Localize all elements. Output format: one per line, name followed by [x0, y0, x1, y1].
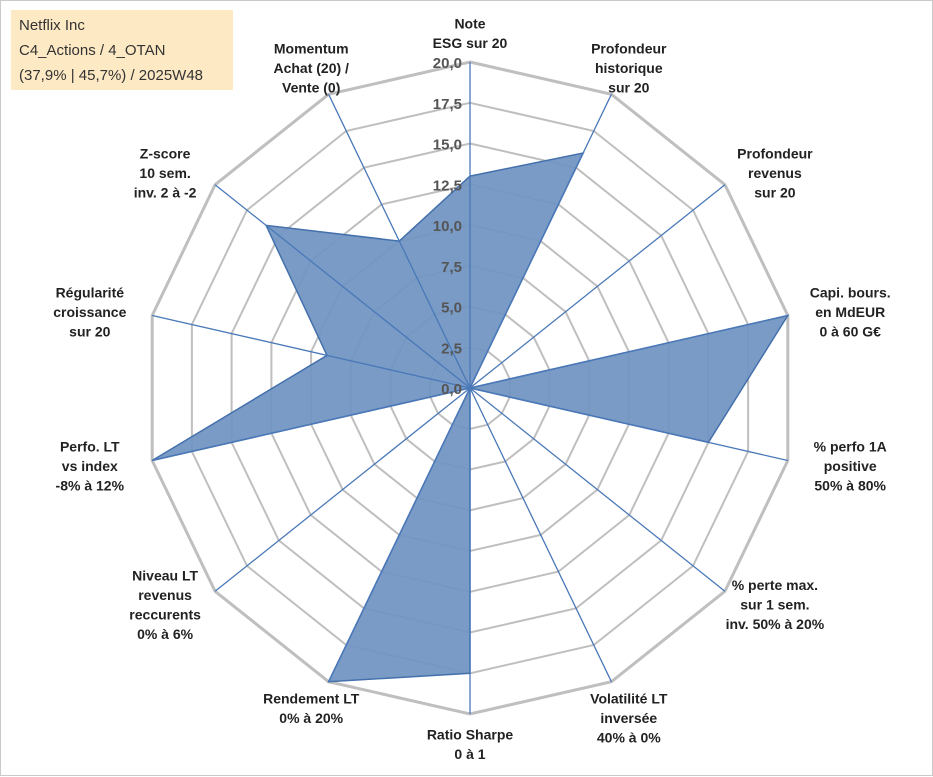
axis-label-line: Régularité: [56, 284, 125, 300]
axis-label-line: 50% à 80%: [814, 477, 886, 493]
axis-label-line: Capi. bours.: [810, 284, 891, 300]
axis-label-line: sur 20: [608, 79, 649, 95]
axis-label-line: 0 à 60 G€: [819, 323, 881, 339]
axis-label-line: reccurents: [129, 606, 201, 622]
tick-label: 20,0: [433, 55, 462, 72]
axis-label: Ratio Sharpe 0 à 1: [427, 727, 514, 763]
axis-label-line: croissance: [53, 304, 126, 320]
tick-label: 5,0: [441, 300, 462, 317]
axis-label-line: % perte max.: [732, 577, 818, 593]
axis-label-line: sur 1 sem.: [740, 597, 809, 613]
axis-label-line: Momentum: [274, 40, 349, 56]
axis-label-line: % perfo 1A: [814, 438, 887, 454]
axis-label-line: Ratio Sharpe: [427, 727, 514, 743]
axis-label-line: Achat (20) /: [273, 60, 349, 76]
axis-label: % perte max. sur 1 sem. inv. 50% à 20%: [726, 577, 825, 632]
axis-label-line: ESG sur 20: [433, 35, 508, 51]
axis-label-line: revenus: [138, 587, 192, 603]
axis-label-line: sur 20: [754, 185, 795, 201]
axis-label-line: 10 sem.: [139, 165, 190, 181]
axis-spoke: [470, 388, 611, 682]
axis-label-line: Perfo. LT: [60, 438, 120, 454]
axis-label-line: positive: [824, 458, 877, 474]
axis-label: Profondeur revenus sur 20: [737, 146, 813, 201]
axis-label-line: Volatilité LT: [590, 690, 668, 706]
axis-label: % perfo 1A positive 50% à 80%: [814, 438, 887, 493]
title-stats: (37,9% | 45,7%) / 2025W48: [19, 63, 233, 88]
axis-label: Rendement LT 0% à 20%: [263, 690, 360, 726]
tick-label: 15,0: [433, 137, 462, 154]
axis-label-line: vs index: [62, 458, 118, 474]
axis-label-line: inv. 2 à -2: [134, 185, 197, 201]
axis-label: Perfo. LT vs index -8% à 12%: [56, 438, 125, 493]
axis-label: Momentum Achat (20) / Vente (0): [273, 40, 349, 95]
axis-label-line: Z-score: [140, 146, 191, 162]
chart-title-box: Netflix Inc C4_Actions / 4_OTAN (37,9% |…: [11, 10, 233, 90]
axis-label: Volatilité LT inversée 40% à 0%: [590, 690, 668, 745]
tick-label: 0,0: [441, 381, 462, 398]
axis-label-line: sur 20: [69, 323, 110, 339]
axis-label: Z-score 10 sem. inv. 2 à -2: [134, 146, 197, 201]
axis-label-line: Vente (0): [282, 79, 340, 95]
axis-label: Profondeur historique sur 20: [591, 40, 667, 95]
axis-label-line: en MdEUR: [815, 304, 885, 320]
axis-label-line: Niveau LT: [132, 567, 198, 583]
axis-label-line: Note: [454, 16, 485, 32]
axis-label-line: Profondeur: [737, 146, 813, 162]
axis-label-line: -8% à 12%: [56, 477, 125, 493]
title-company: Netflix Inc: [19, 13, 233, 38]
tick-label: 17,5: [433, 96, 462, 113]
axis-label-line: historique: [595, 60, 663, 76]
axis-label-line: Rendement LT: [263, 690, 360, 706]
axis-label: Régularité croissance sur 20: [53, 284, 126, 339]
tick-label: 10,0: [433, 218, 462, 235]
axis-label-line: inv. 50% à 20%: [726, 616, 825, 632]
axis-label-line: 0% à 20%: [279, 710, 343, 726]
title-category: C4_Actions / 4_OTAN: [19, 38, 233, 63]
axis-label-line: inversée: [600, 710, 657, 726]
axis-label: Niveau LT revenus reccurents 0% à 6%: [129, 567, 201, 642]
axis-label-line: revenus: [748, 165, 802, 181]
tick-label: 12,5: [433, 177, 462, 194]
tick-label: 7,5: [441, 259, 462, 276]
axis-label: Capi. bours. en MdEUR 0 à 60 G€: [810, 284, 891, 339]
tick-label: 2,5: [441, 340, 462, 357]
axis-label-line: 0 à 1: [454, 746, 485, 762]
axis-label-line: 0% à 6%: [137, 626, 194, 642]
axis-label-line: Profondeur: [591, 40, 667, 56]
axis-label: Note ESG sur 20: [433, 16, 508, 52]
axis-label-line: 40% à 0%: [597, 729, 661, 745]
